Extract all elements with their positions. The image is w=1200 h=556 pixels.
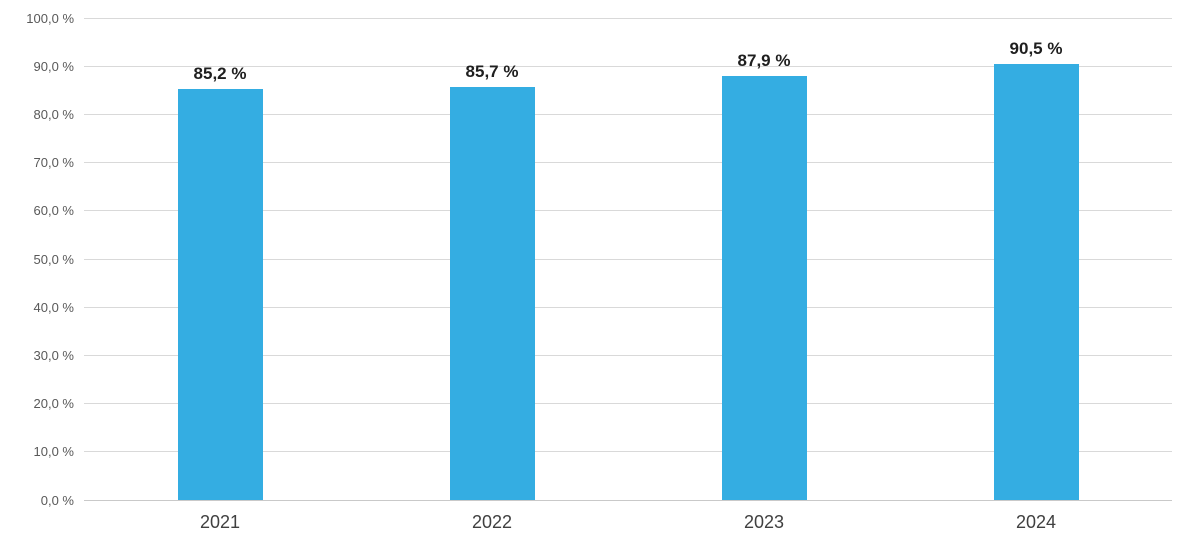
y-axis-tick-label: 30,0 % — [33, 347, 74, 363]
x-axis-tick-label: 2023 — [743, 512, 785, 532]
gridline — [84, 113, 1172, 115]
gridline — [84, 65, 1172, 67]
x-axis-baseline — [84, 499, 1172, 501]
x-axis-tick-label: 2024 — [1015, 512, 1057, 532]
value-label-2024: 90,5 % — [1009, 38, 1063, 58]
gridline — [84, 451, 1172, 453]
y-axis-tick-label: 80,0 % — [33, 106, 74, 122]
y-axis-tick-label: 70,0 % — [33, 155, 74, 171]
x-axis-tick-label: 2021 — [199, 512, 241, 532]
y-axis-tick-label: 100,0 % — [26, 10, 74, 26]
y-axis-tick-label: 60,0 % — [33, 203, 74, 219]
gridline — [84, 162, 1172, 164]
y-axis-tick-label: 0,0 % — [40, 492, 74, 508]
bar-2021 — [177, 89, 263, 500]
gridline — [84, 210, 1172, 212]
gridline — [84, 403, 1172, 405]
value-label-2023: 87,9 % — [737, 51, 791, 71]
x-axis-tick-label: 2022 — [471, 512, 513, 532]
bar-2023 — [721, 76, 807, 500]
y-axis-tick-label: 90,0 % — [33, 58, 74, 74]
y-axis-tick-label: 50,0 % — [33, 251, 74, 267]
gridline — [84, 306, 1172, 308]
y-axis-tick-label: 40,0 % — [33, 299, 74, 315]
gridline — [84, 354, 1172, 356]
value-label-2022: 85,7 % — [465, 61, 519, 81]
bar-2022 — [449, 86, 535, 500]
value-label-2021: 85,2 % — [193, 64, 247, 84]
gridline — [84, 258, 1172, 260]
y-axis-tick-label: 20,0 % — [33, 396, 74, 412]
bar-2024 — [993, 63, 1079, 500]
gridline — [84, 17, 1172, 19]
y-axis-tick-label: 10,0 % — [33, 444, 74, 460]
